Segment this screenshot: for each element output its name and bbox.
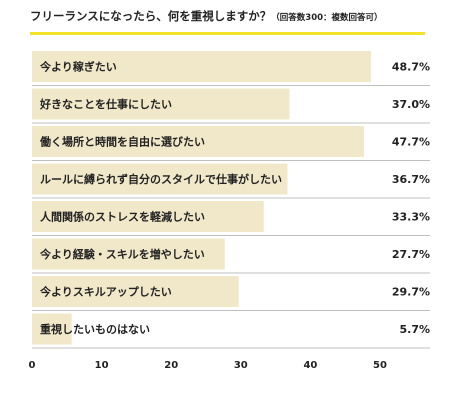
- x-tick-label: 0: [29, 360, 36, 371]
- bar: [32, 88, 290, 120]
- bar-category-label: 好きなことを仕事にしたい: [39, 97, 172, 111]
- bar: [32, 276, 239, 307]
- x-tick-label: 50: [373, 360, 387, 371]
- bar-value-label: 27.7%: [392, 248, 430, 261]
- bar-category-label: 働く場所と時間を自由に選びたい: [39, 135, 205, 149]
- bar-value-label: 29.7%: [392, 286, 430, 299]
- bar-category-label: 重視したいものはない: [40, 322, 150, 336]
- bar-category-label: 今よりスキルアップしたい: [39, 285, 172, 299]
- bar: [32, 313, 72, 345]
- bar: [32, 51, 371, 82]
- chart-subtitle: （回答数300：複数回答可）: [271, 13, 383, 23]
- bar-value-label: 48.7%: [392, 61, 430, 74]
- x-tick-label: 20: [164, 360, 178, 371]
- x-tick-label: 30: [234, 360, 248, 371]
- bar: [32, 238, 225, 270]
- bar-value-label: 5.7%: [399, 323, 430, 336]
- bar-value-label: 47.7%: [392, 136, 430, 149]
- chart-title-text: フリーランスになったら、何を重視しますか？: [30, 9, 272, 23]
- bar: [32, 201, 264, 232]
- bar-category-label: 今より経験・スキルを増やしたい: [39, 247, 205, 261]
- bar-value-label: 33.3%: [392, 211, 430, 224]
- chart-title: フリーランスになったら、何を重視しますか？（回答数300：複数回答可）: [30, 8, 430, 24]
- bar-value-label: 36.7%: [392, 173, 430, 186]
- x-tick-label: 40: [303, 360, 317, 371]
- title-underline: [30, 32, 425, 35]
- x-tick-label: 10: [95, 360, 109, 371]
- bar-category-label: 人間関係のストレスを軽減したい: [40, 210, 205, 224]
- bar-value-label: 37.0%: [392, 98, 430, 111]
- bar-category-label: 今より稼ぎたい: [39, 60, 117, 74]
- bar-category-label: ルールに縛られず自分のスタイルで仕事がしたい: [40, 172, 282, 186]
- bar: [32, 163, 288, 195]
- bar: [32, 126, 364, 157]
